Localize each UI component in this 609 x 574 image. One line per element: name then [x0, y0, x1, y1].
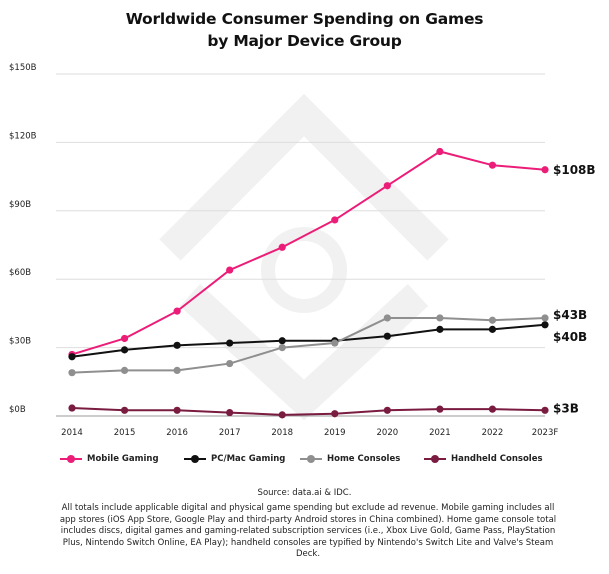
point-console-2016[interactable] — [173, 366, 181, 374]
legend-item-console[interactable]: Home Consoles — [300, 454, 400, 464]
y-tick-label: $0B — [9, 405, 26, 415]
chart-title: Worldwide Consumer Spending on Games by … — [0, 8, 609, 52]
end-label-pc: $40B — [553, 330, 587, 344]
x-tick-label: 2015 — [114, 428, 136, 438]
point-pc-2017[interactable] — [226, 339, 234, 347]
series-line-mobile — [71, 150, 546, 356]
point-mobile-2021[interactable] — [436, 147, 444, 156]
series-line-console — [71, 316, 546, 374]
point-handheld-2018[interactable] — [278, 411, 286, 419]
y-tick-label: $60B — [9, 268, 31, 278]
point-mobile-2015[interactable] — [120, 334, 129, 343]
chart-title-line-2: by Major Device Group — [207, 32, 402, 50]
legend-label-mobile: Mobile Gaming — [87, 454, 159, 464]
y-tick-label: $30B — [9, 337, 31, 347]
point-pc-2014[interactable] — [68, 353, 76, 361]
y-axis-ticks: $0B $30B $60B $90B $120B $150B — [9, 63, 37, 415]
point-handheld-2021[interactable] — [436, 405, 444, 413]
point-handheld-2015[interactable] — [120, 406, 129, 414]
x-tick-label: 2023F — [532, 428, 559, 438]
gridlines — [56, 73, 545, 417]
x-tick-label: 2021 — [429, 428, 451, 438]
x-tick-label: 2016 — [166, 428, 188, 438]
legend-item-handheld[interactable]: Handheld Consoles — [424, 454, 543, 464]
point-handheld-2014[interactable] — [68, 404, 76, 412]
point-console-2019[interactable] — [331, 339, 339, 347]
x-tick-label: 2022 — [482, 428, 504, 438]
source-note: Source: data.ai & IDC. — [257, 488, 352, 498]
end-label-mobile: $108B — [553, 163, 596, 177]
point-pc-2016[interactable] — [173, 341, 181, 349]
watermark-ring — [261, 227, 347, 313]
watermark-chevron-bottom — [179, 283, 429, 421]
point-pc-2020[interactable] — [383, 332, 391, 340]
watermark-chevron-top — [159, 93, 449, 261]
series-points — [68, 147, 549, 419]
point-console-2020[interactable] — [383, 314, 391, 322]
point-console-2017[interactable] — [226, 359, 234, 368]
point-console-2021[interactable] — [436, 314, 444, 322]
point-handheld-2017[interactable] — [226, 408, 234, 417]
point-pc-2022[interactable] — [488, 325, 497, 333]
x-tick-label: 2017 — [219, 428, 241, 438]
legend-label-handheld: Handheld Consoles — [451, 454, 543, 464]
legend-label-pc: PC/Mac Gaming — [211, 454, 286, 464]
point-mobile-2023F[interactable] — [541, 166, 549, 174]
legend-swatch-console — [300, 454, 322, 464]
point-console-2015[interactable] — [120, 366, 129, 374]
point-handheld-2020[interactable] — [383, 406, 391, 414]
point-console-2022[interactable] — [488, 316, 497, 324]
legend-swatch-handheld — [424, 454, 446, 464]
point-mobile-2022[interactable] — [488, 161, 497, 169]
y-tick-label: $150B — [9, 63, 37, 73]
end-label-console: $43B — [553, 308, 587, 322]
legend-item-mobile[interactable]: Mobile Gaming — [60, 454, 159, 464]
legend-label-console: Home Consoles — [327, 454, 401, 464]
point-handheld-2023F[interactable] — [541, 406, 549, 414]
point-pc-2015[interactable] — [120, 346, 129, 354]
point-mobile-2016[interactable] — [173, 307, 181, 315]
series-line-pc — [71, 323, 546, 358]
x-tick-label: 2018 — [271, 428, 293, 438]
legend-item-pc[interactable]: PC/Mac Gaming — [184, 454, 285, 464]
point-mobile-2017[interactable] — [226, 266, 234, 274]
series-lines — [71, 150, 546, 416]
point-mobile-2019[interactable] — [331, 216, 339, 224]
point-mobile-2020[interactable] — [383, 182, 391, 190]
point-pc-2018[interactable] — [278, 337, 286, 345]
watermark-logo — [159, 93, 449, 421]
point-console-2018[interactable] — [278, 344, 286, 352]
legend: Mobile Gaming PC/Mac Gaming Home Console… — [60, 454, 580, 470]
point-console-2014[interactable] — [68, 369, 76, 377]
x-axis-ticks: 2014 2015 2016 2017 2018 2019 2020 2021 2022 2023… — [61, 428, 558, 438]
end-labels: $108B $40B $43B $3B — [553, 163, 596, 416]
point-handheld-2019[interactable] — [331, 410, 339, 418]
point-console-2023F[interactable] — [541, 314, 549, 322]
x-tick-label: 2020 — [377, 428, 399, 438]
x-tick-label: 2019 — [324, 428, 346, 438]
chart-title-line-1: Worldwide Consumer Spending on Games — [125, 10, 484, 28]
legend-swatch-mobile — [60, 454, 82, 464]
x-tick-label: 2014 — [61, 428, 83, 438]
point-pc-2023F[interactable] — [541, 321, 549, 329]
point-handheld-2016[interactable] — [173, 406, 181, 414]
end-label-handheld: $3B — [553, 401, 579, 415]
y-tick-label: $120B — [9, 131, 37, 141]
series-line-handheld — [71, 407, 546, 416]
point-pc-2021[interactable] — [436, 325, 444, 333]
point-handheld-2022[interactable] — [488, 405, 497, 413]
legend-swatch-pc — [184, 454, 206, 464]
y-tick-label: $90B — [9, 200, 31, 210]
footnote: All totals include applicable digital an… — [59, 503, 557, 559]
point-mobile-2018[interactable] — [278, 243, 286, 251]
